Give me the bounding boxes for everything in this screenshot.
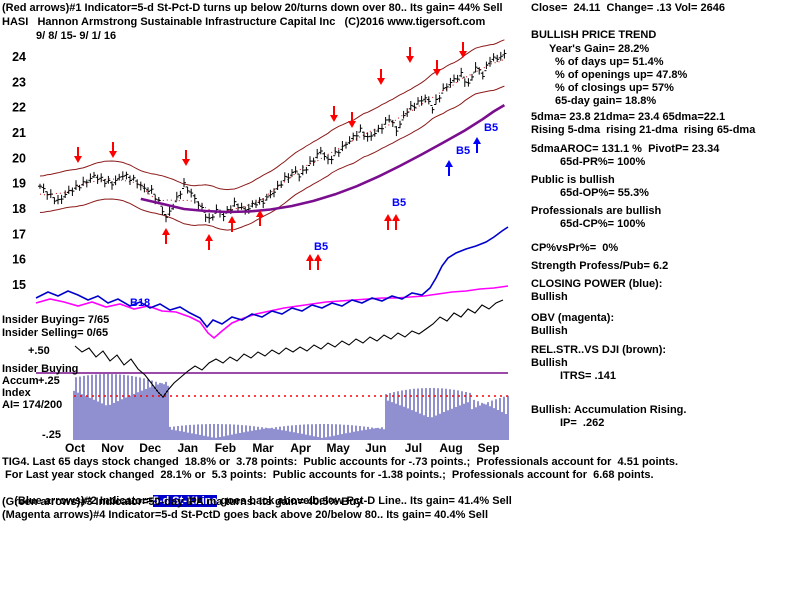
bottom-line-year: For Last year stock changed 28.1% or 5.3… (2, 469, 654, 481)
svg-text:Mar: Mar (252, 441, 274, 455)
svg-text:B5: B5 (314, 241, 328, 253)
obv-status: Bullish (531, 325, 568, 337)
svg-text:B5: B5 (456, 145, 470, 157)
black-indicator-line (74, 299, 504, 398)
ip-value: IP= .262 (560, 417, 605, 429)
svg-text:19: 19 (12, 177, 26, 191)
svg-text:May: May (327, 441, 351, 455)
svg-text:Jan: Jan (177, 441, 198, 455)
svg-text:B18: B18 (130, 297, 150, 309)
gain-65day: 65-day gain= 18.8% (555, 95, 657, 107)
indicator2-suffix: goes back above/below Pct-D Line.. Its g… (217, 495, 512, 507)
accumulation-histogram (73, 374, 509, 440)
ma65-line (140, 103, 506, 214)
strength-ratio: Strength Profess/Pub= 6.2 (531, 260, 669, 272)
svg-text:Jul: Jul (405, 441, 422, 455)
chart-annotations: B18 B5 B5 B5 B5 (130, 122, 498, 309)
scale-minus25: -.25 (42, 429, 61, 441)
svg-text:15: 15 (12, 278, 26, 292)
closing-power-line (35, 226, 509, 329)
svg-text:Sep: Sep (478, 441, 500, 455)
dma-values: 5dma= 23.8 21dma= 23.4 65dma=22.1 (531, 111, 726, 123)
svg-text:Dec: Dec (139, 441, 161, 455)
indicator1-legend: (Red arrows)#1 Indicator=5-d St-Pct-D tu… (2, 2, 503, 14)
insider-buying-count: Insider Buying= 7/65 (2, 314, 110, 326)
svg-text:Feb: Feb (215, 441, 236, 455)
svg-text:18: 18 (12, 202, 26, 216)
scale-plus25: +.25 (38, 375, 60, 387)
price-bands (39, 39, 505, 231)
rel-str-title: REL.STR..VS DJI (brown): (531, 344, 667, 356)
accum-status: Bullish: Accumulation Rising. (531, 404, 687, 416)
itrs-value: ITRS= .141 (560, 370, 616, 382)
ma21-dotted-line (39, 58, 505, 213)
svg-text:20: 20 (12, 151, 26, 165)
chart-title: HASI Hannon Armstrong Sustainable Infras… (2, 16, 486, 28)
index-label: Index (2, 387, 31, 399)
op65: 65d-OP%= 55.3% (560, 187, 649, 199)
svg-text:Apr: Apr (290, 441, 311, 455)
trend-title: BULLISH PRICE TREND (531, 29, 657, 41)
insider-buying-label: Insider Buying (2, 363, 79, 375)
pct-openings-up: % of openings up= 47.8% (555, 69, 688, 81)
indicator2-legend: (Blue arrows)#2 Indicator=5-d St-KLine g… (2, 483, 512, 519)
dma-rising: Rising 5-dma rising 21-dma rising 65-dma (531, 124, 756, 136)
indicator4-legend: (Magenta arrows)#4 Indicator=5-d St-PctD… (2, 509, 488, 521)
svg-text:23: 23 (12, 75, 26, 89)
x-axis-labels: Oct Nov Dec Jan Feb Mar Apr May Jun Jul Aug Sep (65, 441, 500, 455)
date-range: 9/ 8/ 15- 9/ 1/ 16 (36, 30, 117, 42)
svg-text:17: 17 (12, 227, 26, 241)
svg-text:Oct: Oct (65, 441, 85, 455)
y-axis-labels: 24 23 22 21 20 19 18 17 16 15 (12, 50, 26, 292)
indicator2-highlight: 5-d St-KLine (152, 495, 218, 507)
aroc-pivot: 5dmaAROC= 131.1 % PivotP= 23.34 (531, 143, 720, 155)
indicator3-legend: (Green arrows)#3 Indicator=50-day IPA ma… (2, 496, 363, 508)
svg-text:21: 21 (12, 126, 26, 140)
svg-text:Aug: Aug (439, 441, 462, 455)
quote-line: Close= 24.11 Change= .13 Vol= 2646 (531, 2, 725, 14)
svg-text:16: 16 (12, 253, 26, 267)
indicator2-prefix: (Blue arrows)#2 Indicator= (14, 495, 153, 507)
signal-arrows (74, 42, 481, 270)
pct-closings-up: % of closings up= 57% (555, 82, 674, 94)
bottom-line-65day: TIG4. Last 65 days stock changed 18.8% o… (2, 456, 679, 468)
rel-str-status: Bullish (531, 357, 568, 369)
accum-label: Accum (2, 375, 39, 387)
cp65: 65d-CP%= 100% (560, 218, 646, 230)
pr65: 65d-PR%= 100% (560, 156, 646, 168)
svg-text:24: 24 (12, 50, 26, 64)
scale-plus50: +.50 (28, 345, 50, 357)
closing-power-status: Bullish (531, 291, 568, 303)
obv-title: OBV (magenta): (531, 312, 615, 324)
insider-selling-count: Insider Selling= 0/65 (2, 327, 109, 339)
ai-value: AI= 174/200 (2, 399, 63, 411)
svg-text:Nov: Nov (101, 441, 124, 455)
svg-text:22: 22 (12, 101, 26, 115)
prof-status: Professionals are bullish (531, 205, 662, 217)
svg-text:Jun: Jun (365, 441, 386, 455)
obv-line (35, 285, 509, 340)
pct-days-up: % of days up= 51.4% (555, 56, 664, 68)
price-bars (38, 49, 507, 224)
horizontal-reference-lines (36, 372, 508, 397)
cp-vs-pr: CP%vsPr%= 0% (531, 242, 619, 254)
svg-text:B5: B5 (484, 122, 498, 134)
closing-power-title: CLOSING POWER (blue): (531, 278, 663, 290)
public-status: Public is bullish (531, 174, 615, 186)
years-gain: Year's Gain= 28.2% (549, 43, 650, 55)
svg-text:B5: B5 (392, 197, 406, 209)
